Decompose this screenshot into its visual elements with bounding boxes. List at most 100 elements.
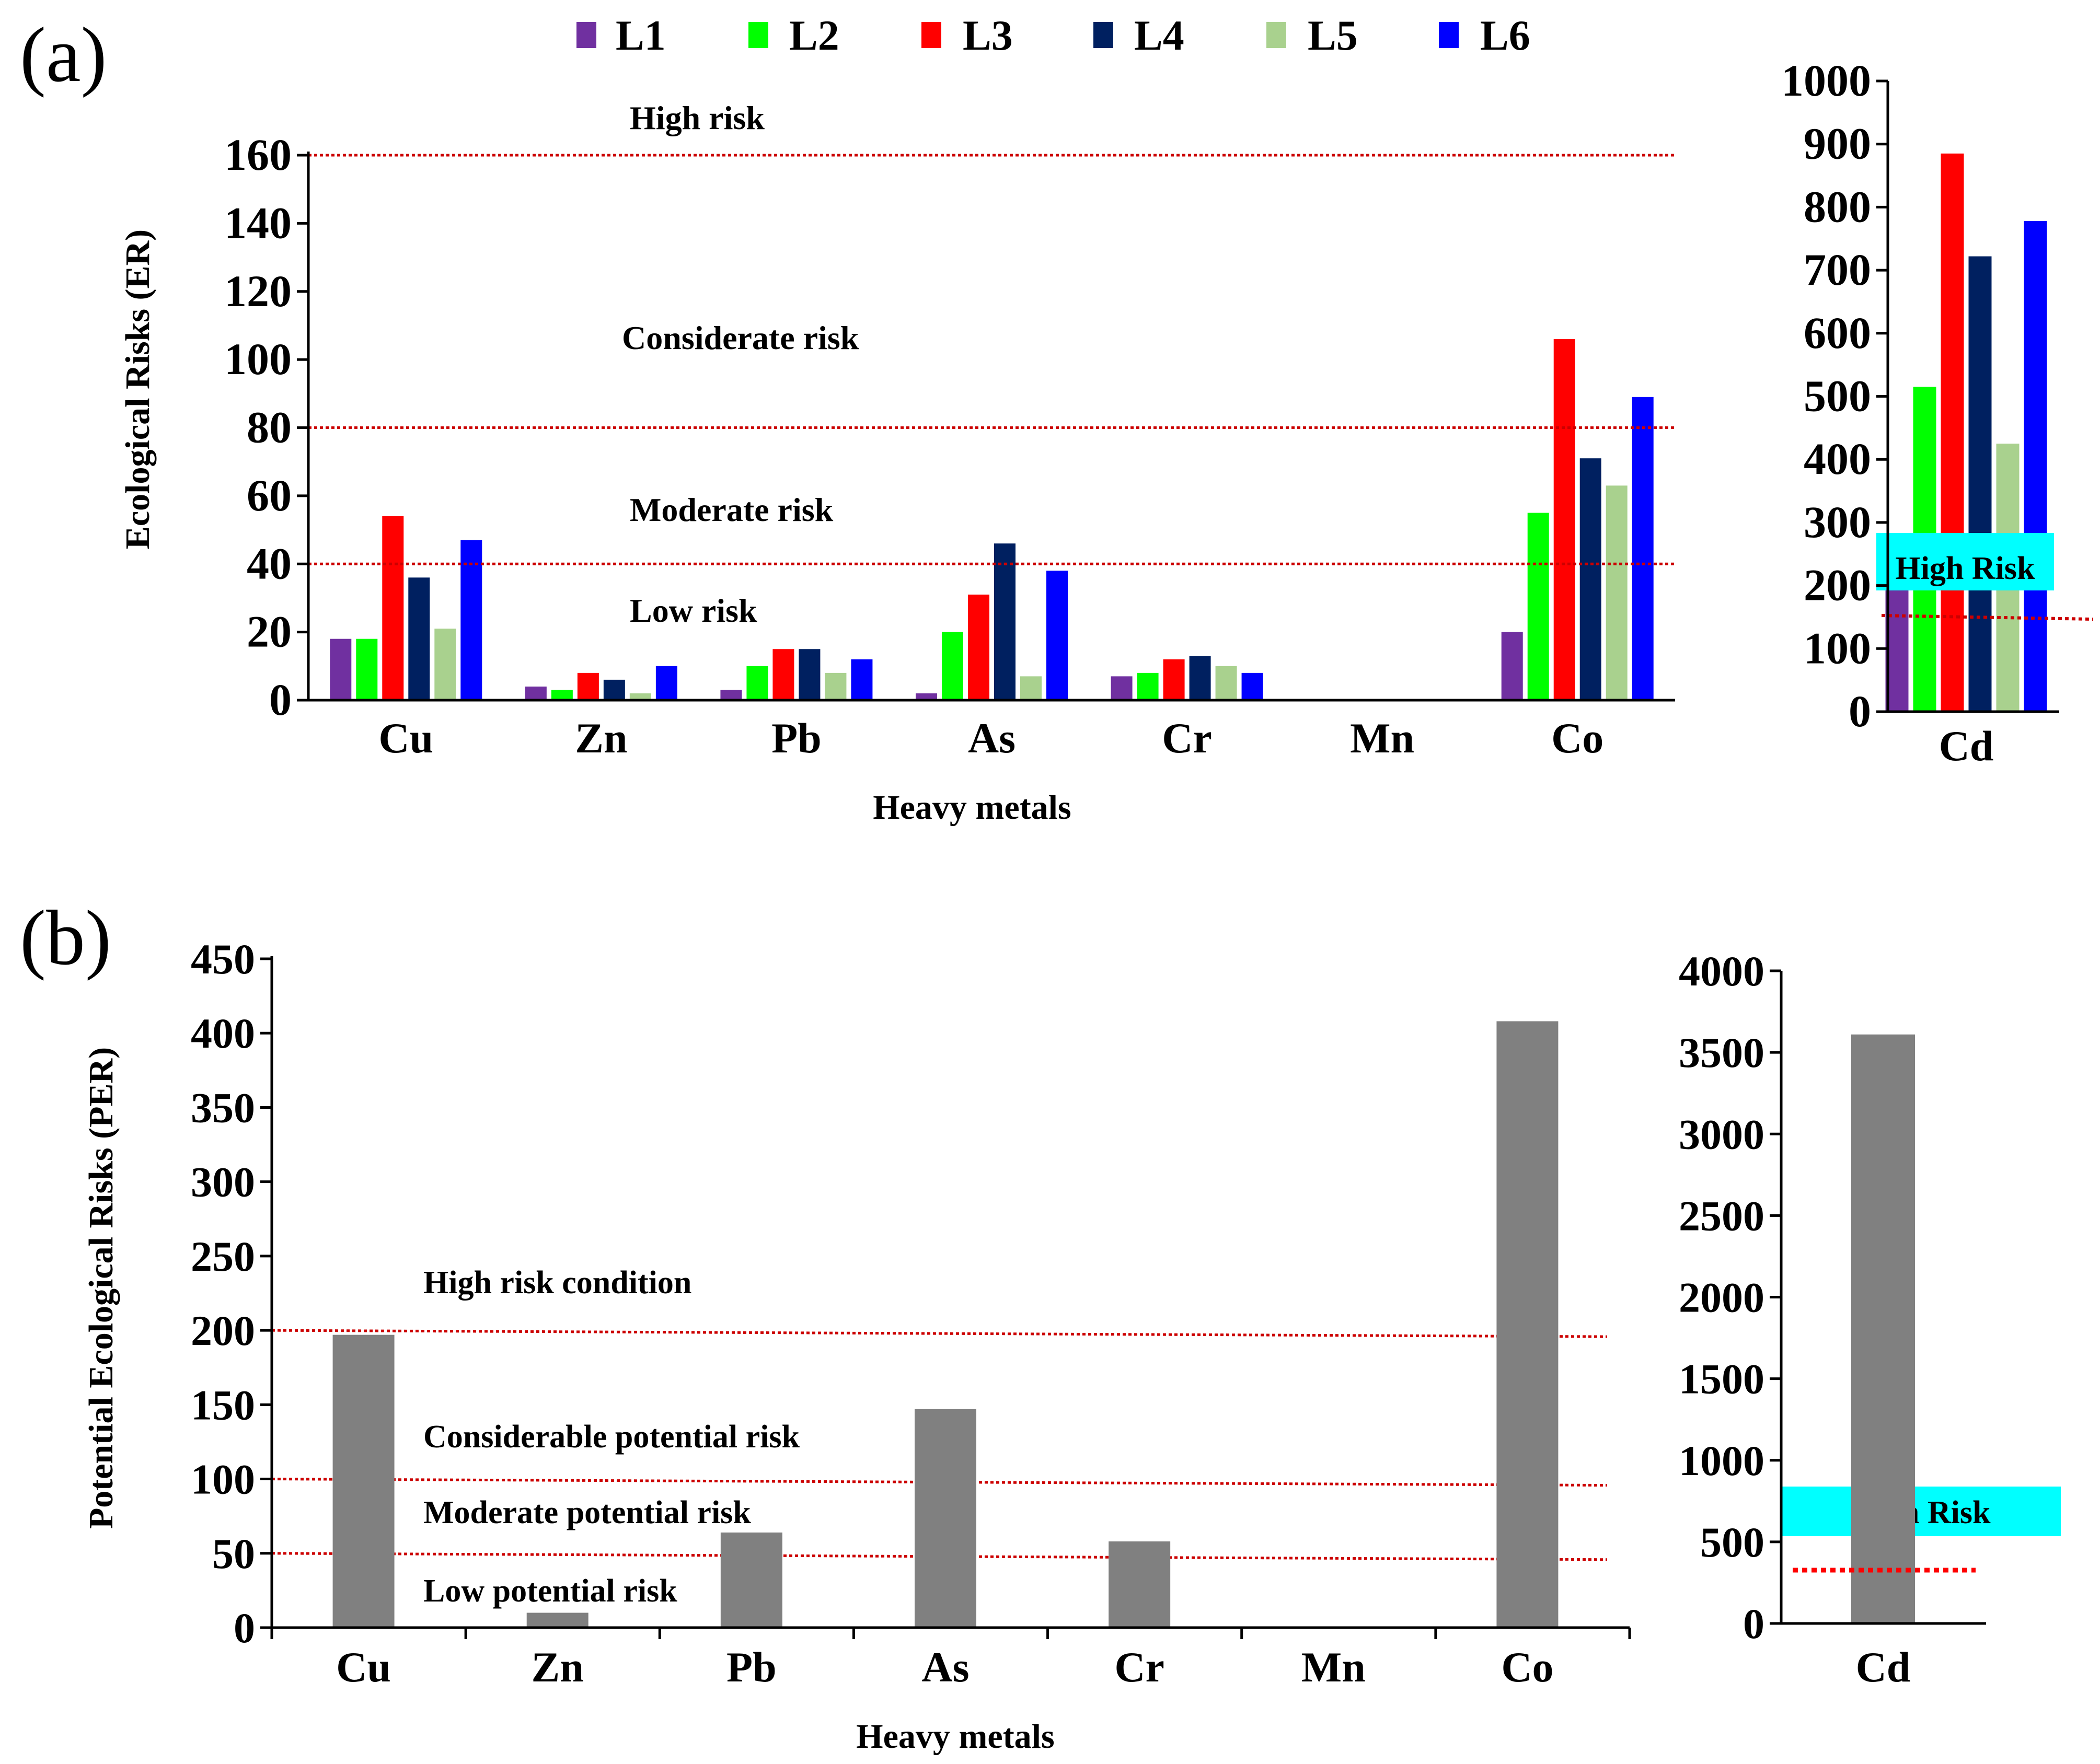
bar-a-pb-l5	[825, 672, 847, 700]
bar-a-as-l2	[942, 632, 963, 700]
b-main-bars	[332, 1021, 1559, 1628]
a-inset-y-tick-label: 300	[1804, 497, 1871, 547]
bar-b-as	[915, 1409, 976, 1628]
legend-label-l3: L3	[963, 11, 1013, 59]
a-inset-threshold-line	[1881, 614, 2094, 621]
a-inset-y-tick-label: 700	[1804, 245, 1871, 295]
b-category-co: Co	[1501, 1643, 1553, 1691]
a-inset-bars	[1885, 153, 2047, 712]
bar-a-cr-l6	[1241, 672, 1263, 700]
a-y-tick-label: 140	[224, 198, 292, 248]
legend-label-l1: L1	[616, 11, 666, 59]
a-y-tick-label: 40	[247, 538, 292, 588]
a-inset-y-tick-label: 800	[1804, 181, 1871, 231]
bar-a-co-l5	[1606, 485, 1628, 700]
annotation-moderate-potential-risk: Moderate potential risk	[423, 1495, 751, 1530]
b-inset-category-cd: Cd	[1856, 1643, 1911, 1691]
b-inset-high-risk-box	[1781, 1487, 2061, 1536]
bar-a-co-l1	[1501, 632, 1523, 700]
bar-a-inset-cd-l3	[1941, 153, 1964, 712]
chart-a-main: 0 20 40 60 80 100 120 140 160 Cu Zn Pb As Cr Mn Co Hig…	[119, 99, 1675, 827]
bar-a-zn-l4	[603, 679, 625, 700]
a-inset-y-tick-label: 1000	[1781, 55, 1871, 106]
a-category-co: Co	[1551, 714, 1603, 762]
bar-a-co-l2	[1527, 513, 1549, 700]
bar-a-as-l1	[916, 693, 937, 700]
a-y-tick-label: 120	[224, 266, 292, 316]
bar-a-cu-l3	[382, 516, 404, 700]
a-y-tick-label: 160	[224, 130, 292, 180]
bar-a-zn-l6	[655, 666, 677, 700]
b-inset-y-axis: 0 500 1000 1500 2000 2500 3000 3500 4000	[1679, 947, 1781, 1647]
b-y-tick-label: 300	[191, 1158, 255, 1206]
legend-label-l2: L2	[789, 11, 839, 59]
chart-b-inset: High Risk 050010001500200025003000350040…	[1679, 947, 2061, 1691]
b-inset-y-tick-label: 2000	[1679, 1274, 1764, 1321]
bar-a-zn-l2	[551, 690, 573, 700]
bar-a-cr-l1	[1111, 676, 1133, 700]
bar-a-cu-l5	[434, 629, 456, 700]
bar-a-cr-l2	[1137, 672, 1159, 700]
a-inset-y-tick-label: 900	[1804, 119, 1871, 169]
bar-b-cr	[1109, 1541, 1171, 1628]
bar-a-cu-l1	[330, 639, 352, 700]
annotation-high-risk: High risk	[630, 99, 765, 136]
bar-a-cr-l4	[1189, 656, 1211, 700]
bar-a-cr-l5	[1215, 666, 1237, 700]
b-main-x-ticks	[270, 1628, 1631, 1639]
a-inset-high-risk-label: High Risk	[1895, 551, 2035, 586]
a-category-mn: Mn	[1350, 714, 1414, 762]
legend-swatch-l4	[1093, 22, 1113, 48]
bar-a-zn-l5	[629, 693, 651, 700]
panel-b-label: (b)	[20, 895, 111, 981]
bar-b-cu	[332, 1334, 395, 1628]
legend-label-l5: L5	[1308, 11, 1358, 59]
a-category-cu: Cu	[378, 714, 433, 762]
b-category-zn: Zn	[532, 1643, 584, 1691]
b-inset-y-tick-label: 1000	[1679, 1437, 1764, 1484]
b-inset-y-tick-label: 3500	[1679, 1029, 1764, 1076]
b-y-tick-label: 250	[191, 1233, 255, 1280]
a-x-axis-title: Heavy metals	[873, 788, 1071, 827]
legend-swatch-l2	[748, 22, 768, 48]
legend-swatch-l6	[1439, 22, 1459, 48]
bar-a-pb-l4	[799, 649, 821, 700]
panel-a-label: (a)	[20, 11, 107, 98]
b-y-tick-label: 350	[191, 1084, 255, 1131]
b-category-cr: Cr	[1114, 1643, 1164, 1691]
bar-a-zn-l3	[577, 672, 599, 700]
bar-a-cr-l3	[1163, 659, 1185, 700]
a-category-cr: Cr	[1162, 714, 1212, 762]
legend-swatch-l5	[1266, 22, 1286, 48]
b-main-y-axis: 0 50 100 150 200 250 300 350 400 450	[191, 935, 272, 1652]
a-inset-y-tick-label: 400	[1804, 434, 1871, 484]
b-category-as: As	[921, 1643, 969, 1691]
a-main-bars	[330, 339, 1654, 700]
b-category-cu: Cu	[336, 1643, 391, 1691]
legend-label-l4: L4	[1134, 11, 1184, 59]
bar-a-cu-l6	[460, 540, 482, 700]
a-inset-y-tick-label: 500	[1804, 371, 1871, 421]
bar-a-pb-l1	[720, 690, 742, 700]
b-inset-y-tick-label: 1500	[1679, 1355, 1764, 1403]
bar-a-co-l3	[1553, 339, 1575, 700]
b-threshold-line	[271, 1329, 1608, 1338]
legend-label-l6: L6	[1480, 11, 1530, 59]
b-y-tick-label: 150	[191, 1381, 255, 1429]
annotation-low-risk: Low risk	[630, 592, 757, 629]
b-category-pb: Pb	[726, 1643, 777, 1691]
bar-a-co-l4	[1579, 458, 1601, 700]
a-main-thresholds	[308, 154, 1675, 565]
b-y-tick-label: 400	[191, 1009, 255, 1057]
bar-a-inset-cd-l1	[1885, 579, 1909, 712]
b-category-mn: Mn	[1301, 1643, 1366, 1691]
bar-a-as-l4	[994, 543, 1016, 700]
a-y-tick-label: 80	[247, 402, 292, 452]
b-y-tick-label: 200	[191, 1307, 255, 1354]
annotation-considerable-potential-risk: Considerable potential risk	[423, 1419, 800, 1455]
bar-a-as-l6	[1046, 571, 1068, 700]
bar-a-co-l6	[1632, 397, 1654, 700]
annotation-high-risk-condition: High risk condition	[423, 1265, 691, 1301]
b-inset-y-tick-label: 2500	[1679, 1192, 1764, 1239]
b-inset-y-tick-label: 0	[1743, 1600, 1764, 1647]
